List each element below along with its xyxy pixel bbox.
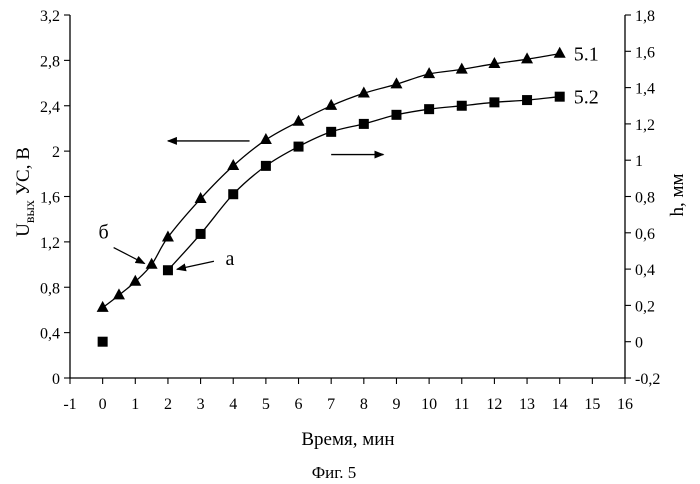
left-y-tick-label: 1,2 [40,235,60,252]
x-tick-label: 8 [360,396,368,413]
left-y-tick-label: 0,4 [40,326,60,343]
x-tick-label: 14 [552,396,568,413]
x-tick-label: 6 [295,396,303,413]
series-5-2-square-point [489,97,499,107]
series-5-1-triangle-point [488,57,500,68]
series-5-2-square-point [196,229,206,239]
series-5-1-triangle-point [113,288,125,299]
series-5-1-triangle-point [97,301,109,312]
left-y-tick-label: 2,4 [40,99,60,116]
axes: -101234567891011121314151600,40,81,21,62… [40,8,660,413]
labels: 5.1 5.2 б а [99,44,599,271]
left-y-tick-label: 2,8 [40,53,60,70]
right-y-tick-label: 1 [635,153,643,170]
x-tick-label: 0 [99,396,107,413]
x-tick-label: 10 [421,396,437,413]
series-5-2-square-point [261,161,271,171]
series-5-1-triangle-point [260,133,272,144]
x-tick-label: 15 [584,396,600,413]
series-5-2-square-point [424,104,434,114]
right-y-tick-label: 0,8 [635,190,655,207]
right-y-tick-label: 1,4 [635,81,655,98]
x-tick-label: 9 [392,396,400,413]
x-tick-label: 2 [164,396,172,413]
series-5-2-square-point [555,92,565,102]
right-y-tick-label: 1,8 [635,8,655,25]
series-5-2-square-point [391,110,401,120]
right-y-tick-label: 1,2 [635,117,655,134]
right-y-axis-title: h, мм [667,173,688,216]
right-y-tick-label: -0,2 [635,371,660,388]
series-5-1-triangle-point [227,159,239,170]
annotation-a-label: а [225,248,234,270]
series-5-1-triangle-point [554,47,566,58]
annotation-a-arrow [177,261,214,269]
left-y-axis-title-main: U [13,223,34,237]
x-tick-label: 7 [327,396,335,413]
left-y-tick-label: 0 [52,371,60,388]
series-5-2-label: 5.2 [574,87,599,109]
x-axis-title: Время, мин [301,429,394,450]
series-5-2-square-point [228,189,238,199]
series-5-1-triangle-point [146,258,158,269]
series-5-2-square-point [294,142,304,152]
x-tick-label: 12 [486,396,502,413]
x-tick-label: 1 [131,396,139,413]
figure-caption: Фиг. 5 [312,463,357,482]
right-y-tick-label: 1,6 [635,44,655,61]
left-y-axis-title: Uвых УС, В [13,147,38,237]
left-y-axis-title-rest: УС, В [13,147,34,200]
left-y-tick-label: 2 [52,144,60,161]
series-5-2-square-point [98,337,108,347]
x-tick-label: 5 [262,396,270,413]
series-5-2-square-point [522,95,532,105]
left-y-tick-label: 3,2 [40,8,60,25]
x-tick-label: 11 [454,396,469,413]
x-tick-label: -1 [63,396,76,413]
left-y-axis-title-subscript: вых [23,200,38,223]
series-5-1-triangle-point [129,275,141,286]
x-tick-label: 4 [229,396,237,413]
series-5-2-square-point [457,101,467,111]
right-y-tick-label: 0,6 [635,226,655,243]
x-tick-label: 3 [197,396,205,413]
left-y-tick-label: 0,8 [40,280,60,297]
left-y-tick-label: 1,6 [40,190,60,207]
annotation-b-label: б [99,222,109,244]
series-5-1-triangle-point [293,115,305,126]
right-y-tick-label: 0 [635,335,643,352]
right-y-tick-label: 0,4 [635,262,655,279]
right-y-tick-label: 0,2 [635,298,655,315]
x-tick-label: 16 [617,396,633,413]
x-tick-label: 13 [519,396,535,413]
annotation-b-arrow [114,248,145,264]
series-5-2-square-point [326,127,336,137]
series-markers [97,47,566,347]
series-5-1-label: 5.1 [574,44,599,66]
series-5-2-square-point [359,119,369,129]
series-5-2-square-point [163,265,173,275]
